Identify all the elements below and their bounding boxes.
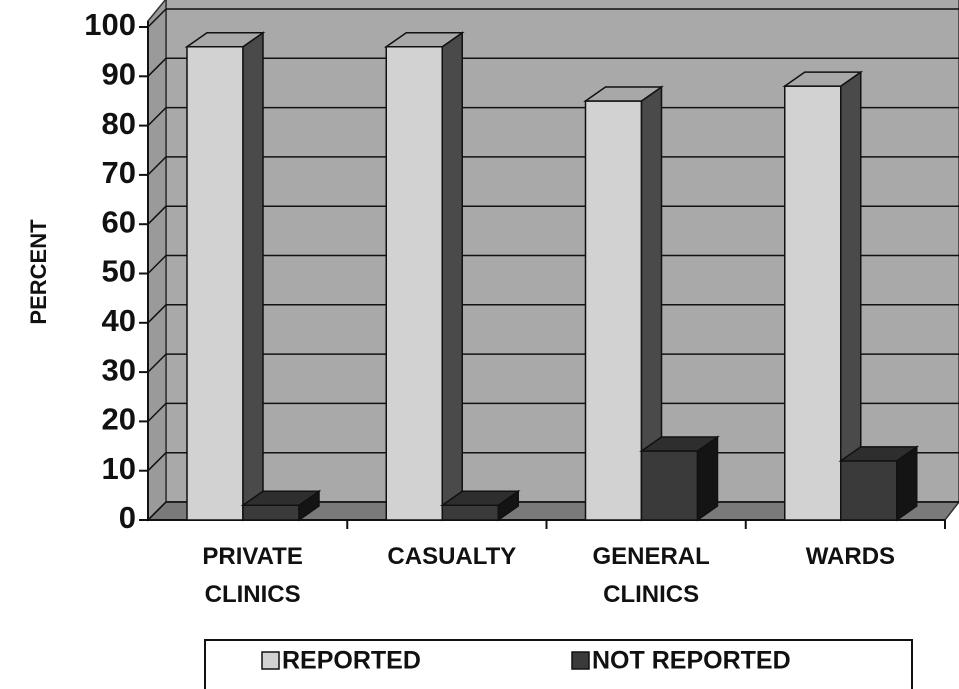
grid-line [147, 107, 167, 127]
y-tick-label: 60 [102, 204, 136, 239]
legend-label: REPORTED [282, 647, 421, 675]
bar-face [242, 31, 264, 522]
grid-line [147, 205, 167, 225]
legend-label: NOT REPORTED [592, 647, 791, 675]
y-tick-label: 20 [102, 402, 136, 437]
y-axis-label: PERCENT [26, 219, 51, 325]
grid-line [147, 402, 167, 422]
bar-face [385, 45, 443, 521]
bar [583, 85, 664, 522]
bar-face [640, 450, 699, 521]
bar-face [782, 71, 864, 87]
x-tick-label: GENERAL CLINICS [592, 543, 709, 608]
x-tick-label: CASUALTY [387, 543, 516, 570]
bar [838, 445, 920, 522]
bar [240, 489, 322, 522]
bar [639, 435, 720, 522]
grid-line [147, 57, 167, 77]
bar-face [584, 100, 643, 521]
bar-face [639, 436, 720, 452]
grid-line [147, 501, 167, 521]
y-tick-label: 90 [102, 56, 136, 91]
bar-face [184, 31, 266, 48]
y-tick-label: 10 [102, 451, 136, 486]
bar-face [240, 490, 322, 506]
bar-face [838, 446, 920, 462]
bar-face [583, 86, 664, 102]
bar [782, 70, 864, 522]
x-tick-label: PRIVATE CLINICS [202, 543, 302, 608]
bar [383, 31, 465, 522]
side-wall [147, 0, 167, 522]
y-tick-label: 30 [102, 352, 136, 387]
grid-line [147, 304, 167, 324]
grid-line [147, 254, 167, 275]
bar [439, 489, 521, 522]
legend-swatch [571, 651, 590, 670]
grid-line [147, 452, 167, 472]
bar-face [840, 460, 898, 521]
legend-box [204, 639, 913, 689]
grid-line [147, 353, 167, 373]
legend-swatch [261, 651, 280, 670]
y-tick-label: 100 [84, 7, 136, 42]
bar [184, 31, 266, 522]
bar-face [439, 490, 521, 506]
x-tick-label: WARDS [806, 543, 895, 570]
bar-face [242, 504, 300, 521]
bar-face [441, 31, 463, 522]
y-tick-label: 50 [102, 254, 136, 289]
grid-line [147, 156, 167, 176]
y-tick-label: 80 [102, 106, 136, 141]
bar-face [441, 504, 499, 521]
y-tick-label: 40 [102, 303, 136, 338]
bar-face [784, 85, 842, 521]
y-tick-label: 70 [102, 155, 136, 190]
grid-line [147, 8, 167, 28]
bar-face [383, 31, 465, 48]
bar-face [186, 45, 244, 521]
y-tick-label: 0 [119, 500, 136, 535]
